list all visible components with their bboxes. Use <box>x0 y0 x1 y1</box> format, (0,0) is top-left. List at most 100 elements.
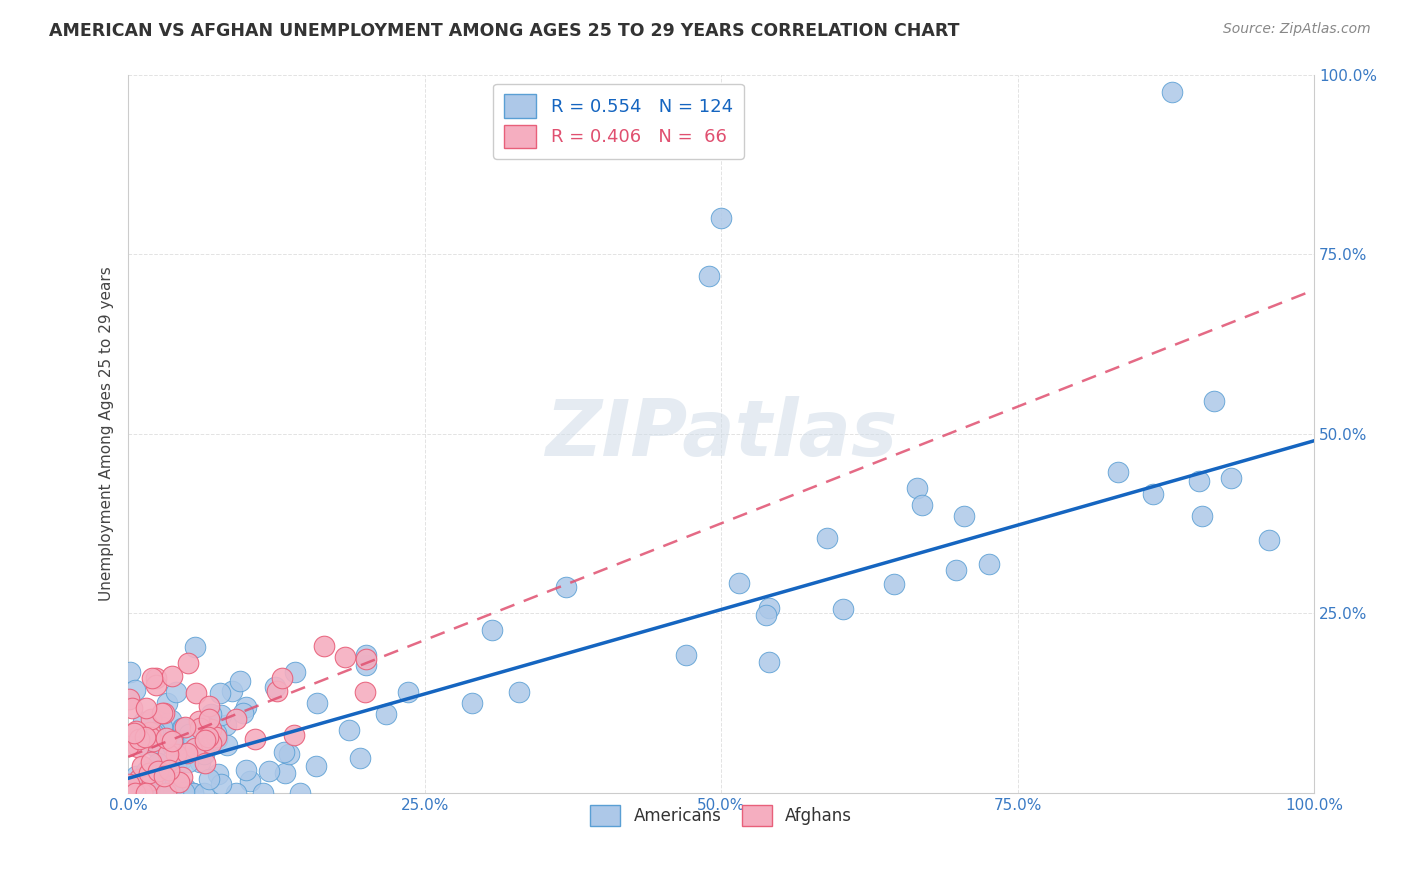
Point <box>815 531 838 545</box>
Point <box>166 786 188 800</box>
Point <box>831 601 853 615</box>
Point <box>177 755 200 769</box>
Point <box>728 575 751 590</box>
Point <box>139 786 162 800</box>
Point <box>120 665 142 679</box>
Point <box>172 721 194 735</box>
Point <box>145 740 167 755</box>
Point <box>160 713 183 727</box>
Point <box>187 714 209 728</box>
Point <box>356 652 378 666</box>
Point <box>177 786 200 800</box>
Point <box>148 757 170 772</box>
Point <box>131 729 153 743</box>
Point <box>200 732 222 747</box>
Point <box>162 786 184 800</box>
Point <box>271 671 294 685</box>
Point <box>148 764 170 779</box>
Point <box>333 649 356 664</box>
Point <box>142 726 165 740</box>
Point <box>354 658 377 673</box>
Point <box>122 786 145 800</box>
Point <box>883 577 905 591</box>
Point <box>124 683 146 698</box>
Point <box>190 742 212 756</box>
Point <box>252 786 274 800</box>
Point <box>235 700 257 714</box>
Point <box>173 785 195 799</box>
Point <box>131 786 153 800</box>
Point <box>225 712 247 726</box>
Point <box>354 648 377 662</box>
Point <box>146 756 169 771</box>
Point <box>127 740 149 755</box>
Point <box>150 720 173 734</box>
Point <box>125 769 148 783</box>
Point <box>162 733 184 747</box>
Point <box>953 508 976 523</box>
Point <box>277 747 299 761</box>
Point <box>128 772 150 786</box>
Point <box>184 686 207 700</box>
Point <box>1257 533 1279 547</box>
Point <box>207 767 229 781</box>
Point <box>160 669 183 683</box>
Point <box>165 685 187 699</box>
Point <box>128 786 150 800</box>
Point <box>163 784 186 798</box>
Point <box>134 786 156 800</box>
Point <box>675 648 697 662</box>
Point <box>153 769 176 783</box>
Point <box>209 707 232 722</box>
Point <box>977 557 1000 571</box>
Point <box>117 739 139 753</box>
Point <box>193 719 215 733</box>
Text: Source: ZipAtlas.com: Source: ZipAtlas.com <box>1223 22 1371 37</box>
Text: AMERICAN VS AFGHAN UNEMPLOYMENT AMONG AGES 25 TO 29 YEARS CORRELATION CHART: AMERICAN VS AFGHAN UNEMPLOYMENT AMONG AG… <box>49 22 960 40</box>
Point <box>132 714 155 729</box>
Point <box>174 720 197 734</box>
Point <box>131 786 153 800</box>
Point <box>200 706 222 721</box>
Point <box>215 718 238 732</box>
Point <box>138 786 160 800</box>
Point <box>290 786 312 800</box>
Point <box>156 747 179 761</box>
Point <box>911 498 934 512</box>
Point <box>131 786 153 800</box>
Point <box>200 722 222 736</box>
Point <box>235 763 257 777</box>
Y-axis label: Unemployment Among Ages 25 to 29 years: Unemployment Among Ages 25 to 29 years <box>100 266 114 601</box>
Point <box>134 730 156 744</box>
Point <box>555 580 578 594</box>
Point <box>131 786 153 800</box>
Point <box>207 731 229 746</box>
Point <box>156 697 179 711</box>
Point <box>157 764 180 778</box>
Point <box>143 724 166 739</box>
Point <box>232 706 254 720</box>
Point <box>149 766 172 780</box>
Text: ZIPatlas: ZIPatlas <box>546 395 897 472</box>
Point <box>165 759 187 773</box>
Point <box>273 766 295 780</box>
Point <box>188 721 211 735</box>
Point <box>131 775 153 789</box>
Point <box>166 786 188 800</box>
Point <box>209 777 232 791</box>
Point <box>146 767 169 781</box>
Point <box>121 701 143 715</box>
Point <box>139 731 162 745</box>
Point <box>120 786 142 800</box>
Point <box>131 758 153 772</box>
Point <box>152 786 174 800</box>
Point <box>239 774 262 789</box>
Point <box>225 786 247 800</box>
Point <box>143 765 166 780</box>
Point <box>118 777 141 791</box>
Point <box>173 781 195 796</box>
Point <box>307 696 329 710</box>
Point <box>245 731 267 746</box>
Point <box>165 777 187 791</box>
Point <box>396 684 419 698</box>
